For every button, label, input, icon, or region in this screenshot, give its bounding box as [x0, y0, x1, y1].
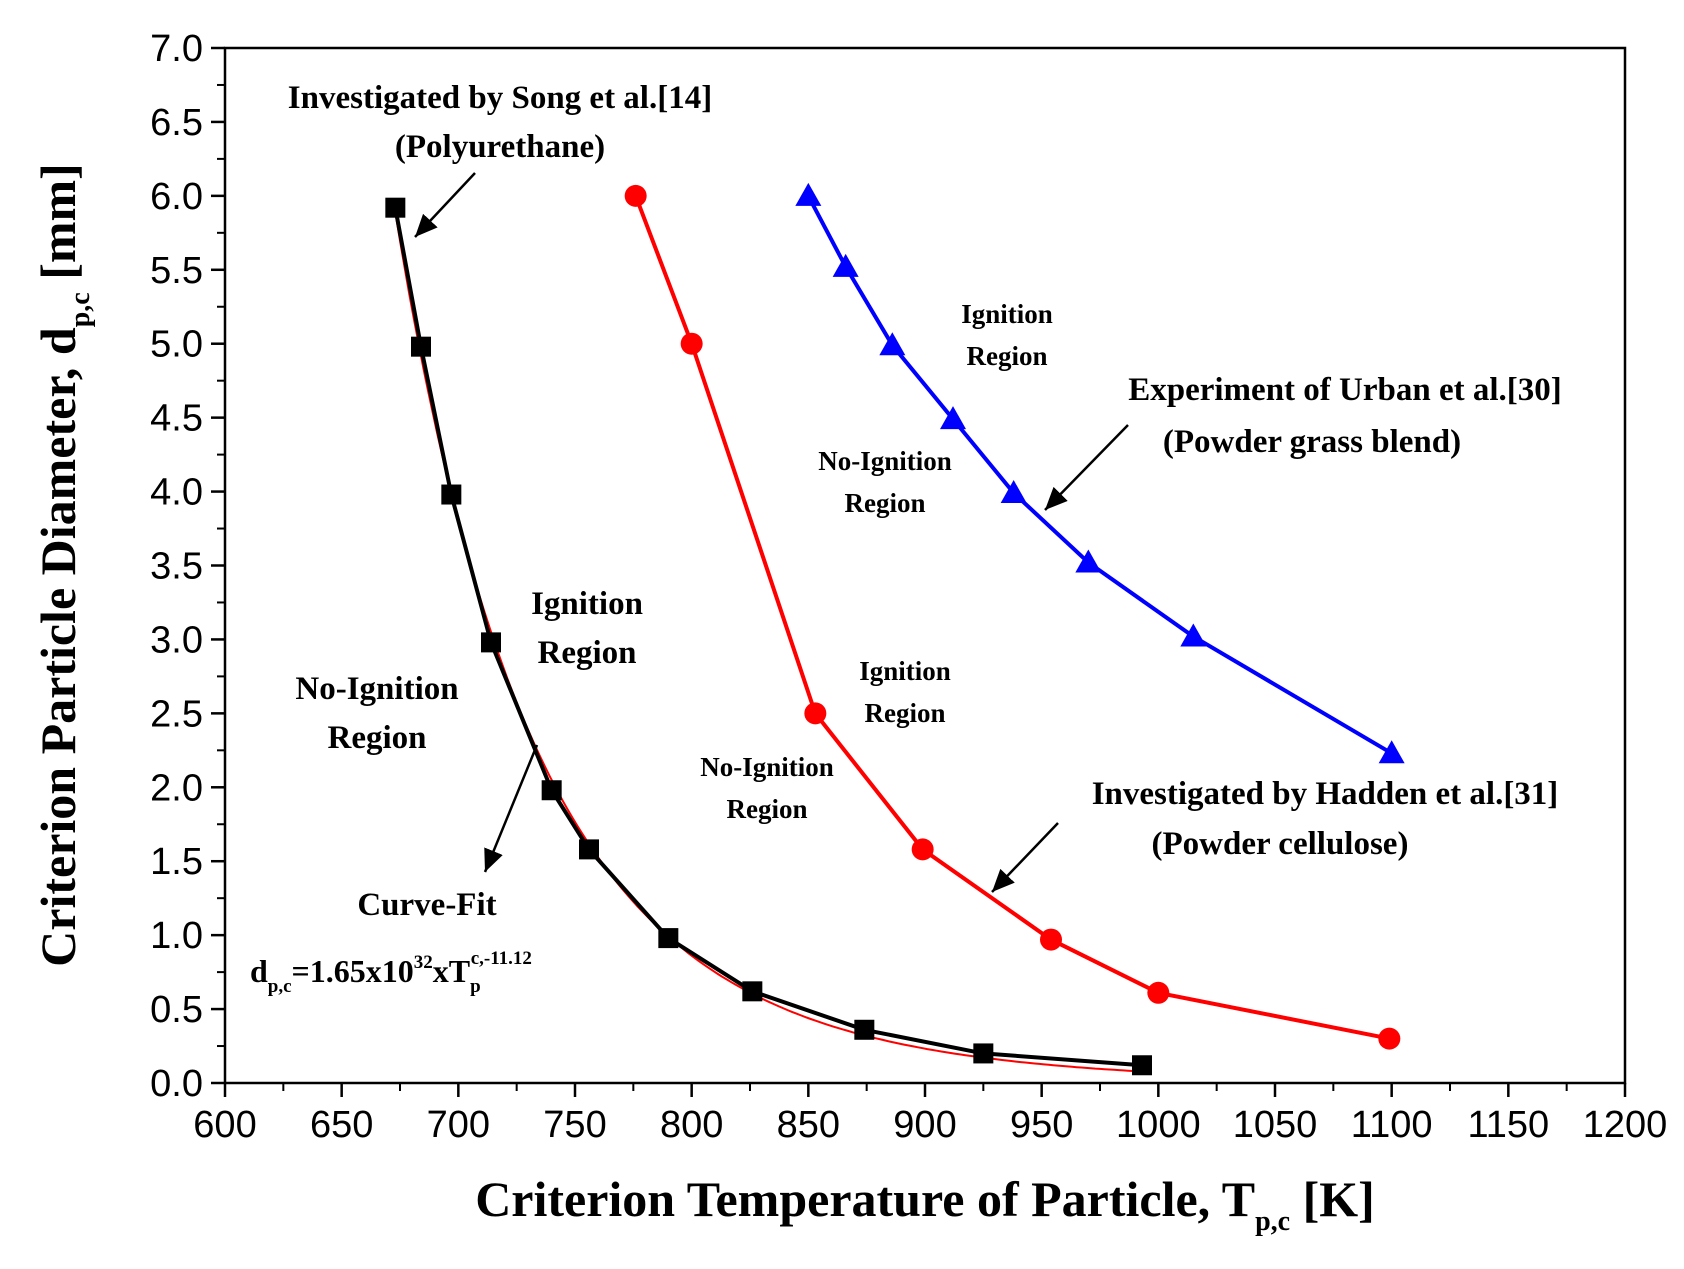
series-2 — [795, 182, 1405, 764]
data-point — [832, 253, 859, 277]
y-tick-label: 2.5 — [150, 693, 203, 735]
data-point — [973, 1043, 994, 1064]
data-point — [579, 839, 599, 860]
data-point — [680, 332, 703, 355]
annotation-ignition-3-line1: Ignition — [961, 299, 1053, 329]
data-point — [1378, 1027, 1401, 1050]
y-axis-title-sub: p,c — [65, 292, 96, 327]
y-tick-label: 5.5 — [150, 250, 203, 292]
series-line — [393, 207, 1143, 1068]
x-tick-label: 750 — [543, 1104, 606, 1146]
data-point — [795, 182, 822, 206]
plot-frame — [223, 46, 1627, 1085]
annotation-hadden-line2: (Powder cellulose) — [1152, 826, 1409, 862]
x-tick-label: 1150 — [1467, 1104, 1549, 1146]
y-tick-label: 6.0 — [150, 176, 203, 218]
data-point — [385, 197, 406, 218]
data-point — [911, 838, 934, 861]
annotation-song-line2: (Polyurethane) — [395, 129, 605, 165]
x-tick-label: 650 — [310, 1104, 373, 1146]
annotation-no-ignition-2-line2: Region — [727, 794, 808, 824]
series-1 — [624, 184, 1401, 1050]
x-tick-label: 800 — [660, 1104, 723, 1146]
data-point — [1132, 1055, 1152, 1076]
annotation-no-ignition-3-line1: No-Ignition — [818, 446, 952, 476]
series-line — [806, 194, 1393, 756]
y-tick-label: 7.0 — [150, 28, 203, 70]
y-tick-label: 1.0 — [150, 915, 203, 957]
y-tick-label: 4.0 — [150, 472, 203, 514]
annotation-urban-line1: Experiment of Urban et al.[30] — [1128, 372, 1562, 408]
x-tick-label: 900 — [893, 1104, 956, 1146]
annotation-ignition-2-line1: Ignition — [859, 656, 951, 686]
annotation-ignition-1-line2: Region — [538, 635, 637, 671]
y-tick-label: 3.5 — [150, 546, 203, 588]
x-tick-label: 950 — [1010, 1104, 1073, 1146]
y-tick-label: 6.5 — [150, 102, 203, 144]
annotation-curvefit-formula: dp,c=1.65x1032xTpc,-11.12 — [250, 948, 532, 997]
x-tick-label: 600 — [193, 1104, 256, 1146]
x-axis-title: Criterion Temperature of Particle, Tp,c … — [475, 1171, 1375, 1237]
y-tick-label: 0.5 — [150, 989, 203, 1031]
annotation-urban-line2: (Powder grass blend) — [1163, 424, 1461, 460]
data-point — [1147, 981, 1170, 1004]
x-tick-label: 850 — [777, 1104, 840, 1146]
y-axis-title-unit: [mm] — [30, 163, 86, 292]
annotation-hadden-arrow — [991, 822, 1059, 893]
data-point — [804, 702, 827, 725]
data-point — [658, 928, 679, 949]
data-point — [1000, 480, 1027, 504]
y-tick-label: 0.0 — [150, 1063, 203, 1105]
data-point — [541, 780, 562, 801]
annotation-urban-arrow — [1044, 424, 1129, 511]
x-tick-label: 1050 — [1233, 1104, 1318, 1146]
data-point — [624, 184, 647, 207]
annotation-song-line1: Investigated by Song et al.[14] — [288, 80, 712, 116]
x-tick-label: 700 — [427, 1104, 490, 1146]
annotation-curvefit-arrow — [483, 744, 539, 873]
x-axis-ticks: 600 650 700 750 800 850 900 950 1000 1050 1100 1150… — [193, 1083, 1667, 1146]
annotation-no-ignition-1-line2: Region — [328, 720, 427, 756]
data-point — [854, 1019, 875, 1040]
data-point — [1180, 623, 1207, 647]
x-tick-label: 1100 — [1351, 1104, 1433, 1146]
series-layer — [385, 182, 1405, 1076]
data-point — [481, 632, 501, 653]
x-axis-title-main: Criterion Temperature of Particle, T — [475, 1171, 1255, 1227]
data-point — [1075, 549, 1102, 573]
data-point — [879, 332, 906, 356]
y-tick-label: 2.0 — [150, 767, 203, 809]
y-axis-title-main: Criterion Particle Diameter, d — [30, 327, 86, 967]
data-point — [1378, 740, 1405, 764]
annotation-hadden-line1: Investigated by Hadden et al.[31] — [1092, 776, 1559, 812]
x-tick-label: 1000 — [1116, 1104, 1201, 1146]
y-axis-ticks: 0.0 0.5 1.0 1.5 2.0 2.5 3.0 3.5 4.0 4.5 5.0 5.5 6.0 6… — [150, 28, 225, 1105]
annotation-ignition-3-line2: Region — [967, 341, 1048, 371]
data-point — [940, 406, 966, 430]
annotation-no-ignition-2-line1: No-Ignition — [700, 752, 834, 782]
y-tick-label: 1.5 — [150, 841, 203, 883]
x-tick-label: 1200 — [1583, 1104, 1668, 1146]
data-point — [1040, 928, 1062, 951]
annotation-ignition-1-line1: Ignition — [531, 586, 643, 622]
data-point — [742, 981, 763, 1002]
x-axis-title-sub: p,c — [1255, 1206, 1290, 1237]
annotation-no-ignition-3-line2: Region — [845, 488, 926, 518]
annotation-ignition-2-line2: Region — [865, 698, 946, 728]
y-tick-label: 4.5 — [150, 398, 203, 440]
y-axis-title: Criterion Particle Diameter, dp,c [mm] — [30, 163, 96, 967]
annotation-no-ignition-1-line1: No-Ignition — [295, 671, 458, 707]
annotation-curvefit-label: Curve-Fit — [357, 887, 496, 923]
annotation-song-arrow — [414, 172, 476, 238]
data-point — [411, 336, 431, 357]
data-point — [441, 484, 462, 505]
y-tick-label: 5.0 — [150, 324, 203, 366]
x-axis-title-unit: [K] — [1290, 1171, 1375, 1227]
series-0 — [385, 197, 1152, 1076]
y-tick-label: 3.0 — [150, 619, 203, 661]
